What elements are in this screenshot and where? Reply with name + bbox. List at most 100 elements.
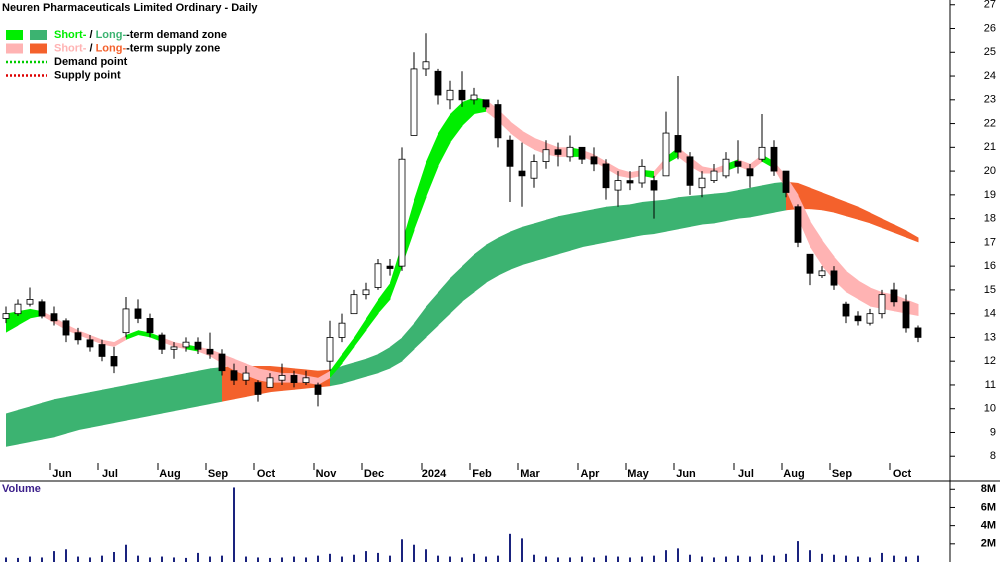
candle-body: [350, 294, 358, 315]
long-term-zone: [486, 237, 499, 283]
legend-entry: Demand point: [54, 56, 128, 68]
volume-bar: [653, 555, 655, 562]
long-term-zone: [210, 367, 223, 404]
volume-bar: [233, 487, 235, 562]
volume-bar: [257, 557, 259, 562]
candle-body: [782, 170, 790, 193]
long-term-zone: [822, 192, 835, 213]
candle-body: [698, 177, 706, 189]
long-term-zone: [702, 193, 715, 225]
candle-body: [830, 270, 838, 286]
candle-body: [50, 313, 58, 322]
long-term-zone: [18, 406, 31, 445]
candle-body: [314, 384, 322, 395]
volume-bar: [29, 556, 31, 562]
y-tick-label: 10: [984, 403, 996, 415]
volume-bar: [869, 557, 871, 562]
candle-body: [422, 61, 430, 70]
x-tick-label: Aug: [783, 468, 804, 480]
candle-body: [518, 170, 526, 177]
y-tick-label: 25: [984, 46, 996, 58]
long-term-zone: [894, 224, 907, 238]
volume-bar: [497, 555, 499, 562]
candle-body: [722, 158, 730, 177]
x-tick-label: 2024: [422, 468, 447, 480]
legend-entry: Short- / Long--term supply zone: [54, 42, 220, 54]
candle-body: [614, 180, 622, 191]
long-term-zone: [114, 384, 127, 423]
volume-bar: [581, 556, 583, 562]
long-term-zone: [522, 223, 535, 265]
legend-text: Short-: [54, 42, 87, 54]
y-tick-label: 21: [984, 141, 996, 153]
volume-bar: [797, 541, 799, 562]
volume-bar: [185, 557, 187, 562]
volume-bar: [17, 557, 19, 562]
volume-bar: [221, 555, 223, 562]
candle-body: [386, 265, 394, 269]
volume-bar: [161, 556, 163, 562]
y-tick-label: 24: [984, 70, 996, 82]
y-tick-label: 27: [984, 0, 996, 11]
volume-bar: [701, 556, 703, 562]
long-term-zone: [462, 254, 475, 302]
volume-bar: [509, 533, 511, 562]
long-term-zone: [186, 370, 199, 409]
volume-bar: [629, 557, 631, 562]
candle-body: [806, 253, 814, 274]
candle-body: [206, 348, 214, 355]
long-term-zone: [618, 204, 631, 240]
short-term-zone: [510, 121, 523, 143]
legend-swatch: [30, 43, 47, 54]
y-tick-label: 20: [984, 165, 996, 177]
volume-bar: [761, 554, 763, 562]
short-term-zone: [450, 102, 463, 143]
long-term-zone: [582, 209, 595, 248]
volume-bar: [41, 557, 43, 562]
candle-body: [122, 308, 130, 334]
candle-body: [14, 303, 22, 315]
y-tick-label: 22: [984, 117, 996, 129]
volume-bar: [641, 556, 643, 562]
candle-body: [914, 327, 922, 338]
x-tick-label: Jul: [102, 468, 118, 480]
legend-text: Long-: [96, 29, 127, 41]
x-tick-label: Jun: [52, 468, 72, 480]
volume-bar: [605, 555, 607, 562]
volume-bar: [305, 557, 307, 562]
long-term-zone: [54, 396, 67, 438]
short-term-zone: [342, 337, 355, 364]
volume-bar: [917, 555, 919, 562]
candle-body: [902, 301, 910, 329]
candle-body: [650, 180, 658, 191]
y-tick-label: 8: [990, 450, 996, 462]
long-term-zone: [150, 377, 163, 416]
long-term-zone: [162, 375, 175, 414]
candle-body: [86, 339, 94, 348]
candle-body: [470, 94, 478, 101]
chart-title: Neuren Pharmaceuticals Limited Ordinary …: [2, 2, 258, 14]
legend-text: -term supply zone: [126, 42, 220, 54]
short-term-zone: [414, 161, 427, 231]
y2-tick-label: 8M: [981, 483, 996, 495]
legend-swatch: [6, 43, 23, 54]
candle-body: [446, 89, 454, 101]
volume-bar: [773, 555, 775, 562]
candle-body: [554, 149, 562, 155]
volume-bar: [809, 550, 811, 562]
volume-bar: [149, 557, 151, 562]
candle-body: [794, 206, 802, 243]
short-term-zone: [90, 335, 103, 345]
volume-bar: [449, 556, 451, 562]
long-term-zone: [342, 362, 355, 384]
candle-body: [638, 165, 646, 184]
legend-text: Demand point: [54, 56, 128, 68]
candle-body: [398, 158, 406, 267]
candle-body: [494, 104, 502, 139]
y-tick-label: 12: [984, 355, 996, 367]
long-term-zone: [378, 346, 391, 374]
volume-bar: [173, 557, 175, 562]
y-tick-label: 15: [984, 284, 996, 296]
candle-body: [110, 356, 118, 367]
